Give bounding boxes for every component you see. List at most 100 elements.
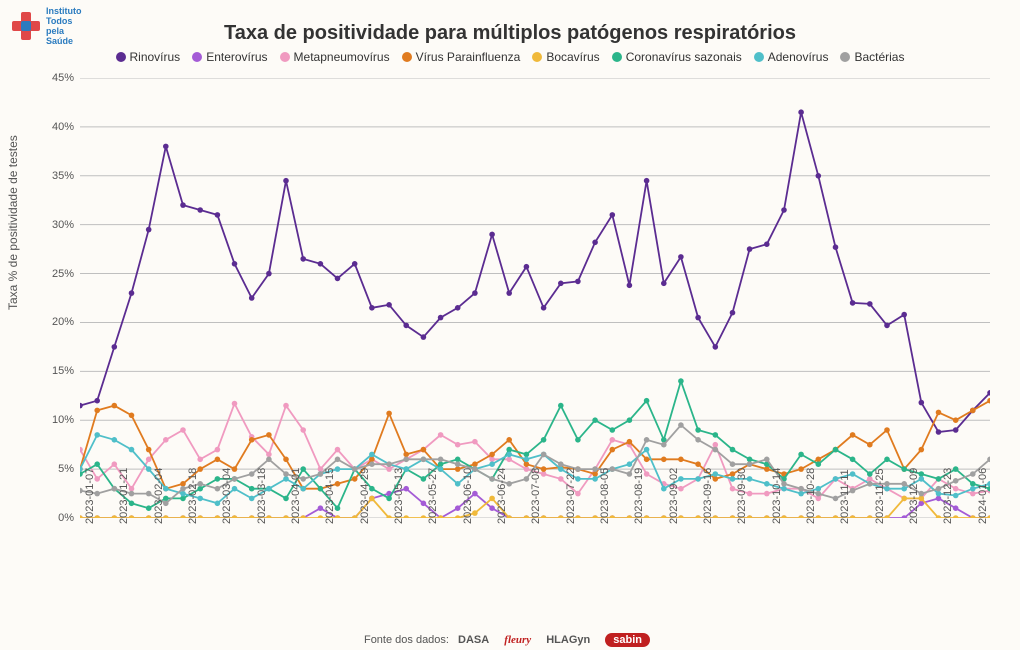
data-point xyxy=(283,457,289,463)
data-point xyxy=(781,207,787,213)
plot-area xyxy=(80,78,990,523)
data-point xyxy=(386,302,392,308)
data-point xyxy=(506,447,512,453)
data-point xyxy=(318,505,324,511)
data-point xyxy=(610,447,616,453)
legend-swatch xyxy=(532,52,542,62)
legend-item: Enterovírus xyxy=(192,50,267,64)
data-point xyxy=(146,515,152,518)
data-point xyxy=(713,344,719,350)
y-tick-label: 10% xyxy=(34,414,74,426)
data-point xyxy=(919,447,925,453)
data-point xyxy=(558,403,564,409)
data-point xyxy=(627,471,633,477)
data-point xyxy=(386,411,392,417)
data-point xyxy=(112,515,118,518)
data-point xyxy=(369,457,375,463)
data-point xyxy=(249,496,255,502)
data-point xyxy=(936,491,942,497)
footer-label: Fonte dos dados: xyxy=(364,634,449,646)
data-point xyxy=(627,283,633,289)
data-point xyxy=(80,515,83,518)
data-point xyxy=(644,437,650,443)
data-point xyxy=(318,466,324,472)
data-point xyxy=(489,505,495,511)
data-point xyxy=(644,447,650,453)
data-point xyxy=(678,457,684,463)
data-point xyxy=(112,403,118,409)
legend-label: Enterovírus xyxy=(206,50,267,64)
data-point xyxy=(283,471,289,477)
data-point xyxy=(695,437,701,443)
data-point xyxy=(472,290,478,296)
data-point xyxy=(455,505,461,511)
data-point xyxy=(816,457,822,463)
data-point xyxy=(180,496,186,502)
legend-swatch xyxy=(840,52,850,62)
data-point xyxy=(369,305,375,311)
data-point xyxy=(232,261,238,267)
data-point xyxy=(695,515,701,518)
data-point xyxy=(730,515,736,518)
data-point xyxy=(764,241,770,247)
data-point xyxy=(592,515,598,518)
data-point xyxy=(764,466,770,472)
data-point xyxy=(575,437,581,443)
legend-label: Coronavírus sazonais xyxy=(626,50,742,64)
data-point xyxy=(592,471,598,477)
data-point xyxy=(506,290,512,296)
data-point xyxy=(318,486,324,492)
data-point xyxy=(833,447,839,453)
data-point xyxy=(610,437,616,443)
legend-label: Adenovírus xyxy=(768,50,829,64)
data-point xyxy=(730,486,736,492)
data-point xyxy=(970,481,976,487)
data-point xyxy=(713,447,719,453)
data-point xyxy=(695,476,701,482)
footer: Fonte dos dados: DASA fleury HLAGyn sabi… xyxy=(0,634,1020,646)
data-point xyxy=(524,476,530,482)
data-point xyxy=(867,471,873,477)
data-point xyxy=(713,442,719,448)
data-point xyxy=(867,481,873,487)
data-point xyxy=(94,461,100,467)
data-point xyxy=(403,323,409,329)
data-point xyxy=(798,515,804,518)
y-tick-label: 30% xyxy=(34,219,74,231)
data-point xyxy=(884,457,890,463)
data-point xyxy=(215,501,221,507)
chart-svg xyxy=(80,78,990,518)
data-point xyxy=(80,447,83,453)
data-point xyxy=(300,256,306,262)
chart-title: Taxa de positividade para múltiplos pató… xyxy=(0,22,1020,45)
data-point xyxy=(884,427,890,433)
data-point xyxy=(747,457,753,463)
legend-swatch xyxy=(402,52,412,62)
data-point xyxy=(730,471,736,477)
data-point xyxy=(472,461,478,467)
data-point xyxy=(94,408,100,414)
data-point xyxy=(850,300,856,306)
data-point xyxy=(489,457,495,463)
data-point xyxy=(833,476,839,482)
data-point xyxy=(215,212,221,218)
data-point xyxy=(747,461,753,467)
legend-item: Rinovírus xyxy=(116,50,181,64)
data-point xyxy=(215,447,221,453)
source-dasa: DASA xyxy=(458,634,489,646)
data-point xyxy=(867,301,873,307)
data-point xyxy=(129,447,135,453)
data-point xyxy=(146,457,152,463)
data-point xyxy=(661,486,667,492)
data-point xyxy=(592,466,598,472)
legend-label: Bocavírus xyxy=(546,50,599,64)
data-point xyxy=(386,496,392,502)
y-tick-label: 20% xyxy=(34,316,74,328)
data-point xyxy=(901,481,907,487)
data-point xyxy=(455,515,461,518)
data-point xyxy=(764,481,770,487)
data-point xyxy=(644,457,650,463)
data-point xyxy=(627,515,633,518)
data-point xyxy=(438,461,444,467)
data-point xyxy=(112,486,118,492)
